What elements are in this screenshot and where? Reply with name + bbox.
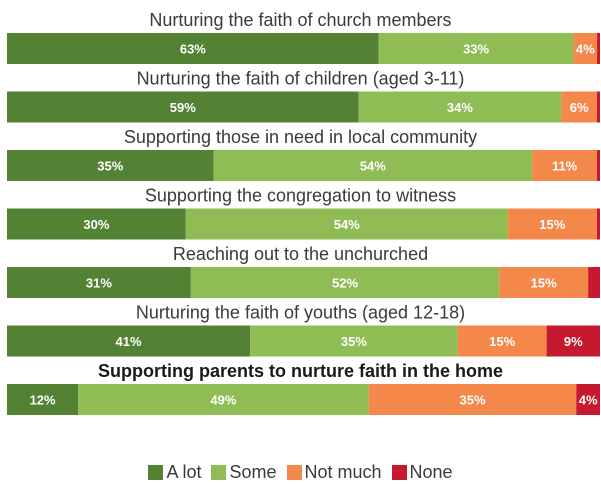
- value-label: 54%: [360, 159, 386, 174]
- legend-label: Some: [229, 462, 277, 482]
- value-label: 4%: [576, 42, 595, 57]
- value-label: 12%: [30, 393, 56, 408]
- bar-segment-some: [190, 267, 500, 298]
- legend-label: Not much: [304, 462, 382, 482]
- bar-segment-a-lot: [7, 150, 214, 181]
- bar-segment-a-lot: [7, 208, 186, 240]
- category-label: Supporting the congregation to witness: [145, 186, 456, 206]
- value-label: 4%: [579, 393, 598, 408]
- value-label: 54%: [334, 217, 360, 232]
- value-label: 49%: [210, 393, 236, 408]
- category-label: Nurturing the faith of youths (aged 12-1…: [136, 303, 465, 323]
- value-label: 15%: [489, 334, 515, 349]
- value-label: 41%: [116, 334, 142, 349]
- value-label: 11%: [552, 159, 578, 174]
- legend-label: None: [409, 462, 453, 482]
- category-label: Nurturing the faith of church members: [149, 10, 451, 30]
- value-label: 34%: [447, 100, 473, 115]
- legend-swatch: [286, 465, 302, 480]
- legend-swatch: [391, 465, 407, 480]
- bar-segment-some: [358, 91, 562, 123]
- bar-segment-some: [185, 208, 508, 240]
- legend-item: None: [391, 462, 453, 483]
- value-label: 52%: [332, 276, 358, 291]
- value-label: 9%: [564, 334, 583, 349]
- category-label: Reaching out to the unchurched: [173, 244, 428, 264]
- bar-segment-a-lot: [7, 384, 79, 415]
- category-label: Supporting parents to nurture faith in t…: [98, 361, 503, 381]
- bar-segment-none: [576, 384, 600, 415]
- bar-segment-none: [597, 91, 600, 123]
- bar-segment-some: [378, 33, 574, 64]
- bar-segment-not-much: [507, 208, 598, 240]
- bar-segment-not-much: [368, 384, 577, 415]
- bar-segment-not-much: [573, 33, 598, 64]
- category-label: Nurturing the faith of children (aged 3-…: [137, 69, 465, 89]
- bar-segment-some: [78, 384, 369, 415]
- value-label: 15%: [531, 276, 557, 291]
- legend-swatch: [148, 465, 164, 480]
- bar-segment-a-lot: [7, 33, 379, 64]
- value-label: 59%: [170, 100, 196, 115]
- bar-segment-not-much: [457, 325, 547, 357]
- chart-legend: A lot Some Not much None: [0, 462, 601, 483]
- value-label: 15%: [539, 217, 565, 232]
- bar-segment-none: [597, 208, 600, 240]
- value-label: 31%: [86, 276, 112, 291]
- legend-label: A lot: [166, 462, 202, 482]
- stacked-bar-chart: Nurturing the faith of church members 63%…: [7, 10, 600, 415]
- value-label: 33%: [463, 42, 489, 57]
- bar-segment-some: [213, 150, 533, 181]
- category-label: Supporting those in need in local commun…: [124, 127, 477, 147]
- bar-segment-not-much: [532, 150, 598, 181]
- bar-segment-none: [597, 150, 600, 181]
- bar-segment-none: [597, 33, 600, 64]
- value-label: 35%: [341, 334, 367, 349]
- legend-item: Not much: [286, 462, 382, 483]
- bar-segment-a-lot: [7, 91, 359, 123]
- legend-item: A lot: [148, 462, 201, 483]
- legend-item: Some: [211, 462, 277, 483]
- bar-segment-none: [546, 325, 600, 357]
- value-label: 6%: [570, 100, 589, 115]
- value-label: 35%: [97, 159, 123, 174]
- legend-swatch: [211, 465, 227, 480]
- bar-segment-none: [588, 267, 600, 298]
- value-label: 35%: [459, 393, 485, 408]
- bar-segment-some: [250, 325, 458, 357]
- bar-segment-a-lot: [7, 325, 251, 357]
- value-label: 30%: [83, 217, 109, 232]
- bar-segment-not-much: [561, 91, 598, 123]
- bar-segment-a-lot: [7, 267, 191, 298]
- bar-segment-not-much: [499, 267, 589, 298]
- value-label: 63%: [180, 42, 206, 57]
